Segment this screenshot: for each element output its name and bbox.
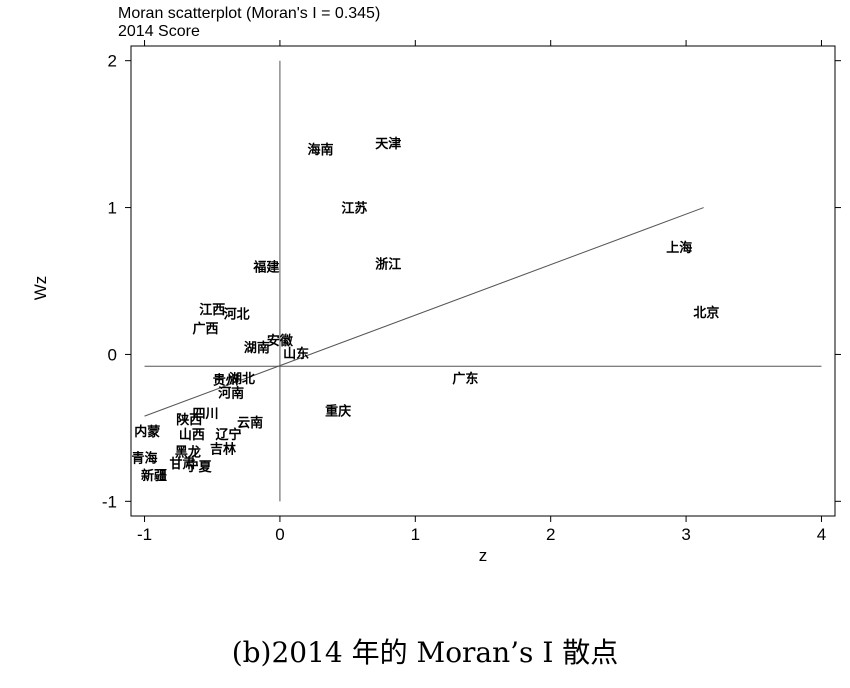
point-label: 甘肃 (169, 456, 195, 472)
y-tick-label: 0 (108, 345, 117, 364)
fit-line (144, 207, 704, 417)
point-label: 广东 (452, 371, 478, 387)
point-label: 安徽 (267, 333, 294, 349)
x-tick-label: 1 (411, 525, 420, 544)
point-label: 内蒙 (134, 424, 160, 440)
point-label: 贵州 (213, 372, 239, 388)
reference-lines (144, 60, 822, 502)
point-label: 江西 (199, 302, 225, 318)
plot-frame (130, 45, 836, 517)
point-label: 山西 (179, 427, 205, 443)
point-label: 浙江 (375, 256, 401, 272)
x-tick-label: 0 (275, 525, 284, 544)
point-label: 陕西 (176, 412, 202, 428)
point-label: 湖北 (229, 372, 255, 387)
point-label: 福建 (252, 259, 279, 275)
point-label: 重庆 (325, 403, 351, 419)
x-tick-label: 4 (817, 525, 826, 544)
x-axis-label: z (479, 546, 488, 565)
x-tick-label: 2 (546, 525, 555, 544)
figure-caption: (b)2014 年的 Moran’s I 散点 (231, 636, 619, 669)
point-label: 四川 (192, 407, 218, 422)
point-label: 广西 (192, 321, 218, 337)
chart-subtitle: 2014 Score (118, 23, 200, 40)
point-label: 吉林 (210, 441, 236, 457)
x-tick-label: -1 (137, 525, 152, 544)
y-tick-label: 1 (108, 199, 117, 218)
point-label: 青海 (132, 450, 158, 466)
point-label: 河南 (218, 386, 244, 402)
point-label: 河北 (224, 306, 250, 322)
y-tick-label: 2 (108, 52, 117, 71)
point-label: 海南 (308, 142, 334, 158)
point-label: 湖南 (244, 340, 270, 356)
point-label: 云南 (237, 415, 263, 431)
y-axis-label: Wz (31, 276, 50, 301)
point-label: 江苏 (341, 201, 367, 217)
point-label: 黑龙 (175, 444, 201, 460)
point-label: 新疆 (141, 468, 167, 484)
point-label: 天津 (375, 136, 401, 152)
tick-labels: -1 0 1 2 3 4 -1 0 1 2 (102, 52, 826, 544)
point-label: 山东 (283, 346, 309, 362)
point-label: 宁夏 (186, 459, 213, 475)
x-tick-label: 3 (681, 525, 690, 544)
y-tick-label: -1 (102, 492, 117, 511)
chart-title: Moran scatterplot (Moran's I = 0.345) (118, 5, 381, 22)
point-label: 北京 (693, 305, 719, 321)
point-label: 上海 (666, 240, 692, 256)
axis-ticks (125, 40, 841, 522)
point-label: 辽宁 (215, 427, 241, 443)
fit-line-group (144, 207, 704, 417)
